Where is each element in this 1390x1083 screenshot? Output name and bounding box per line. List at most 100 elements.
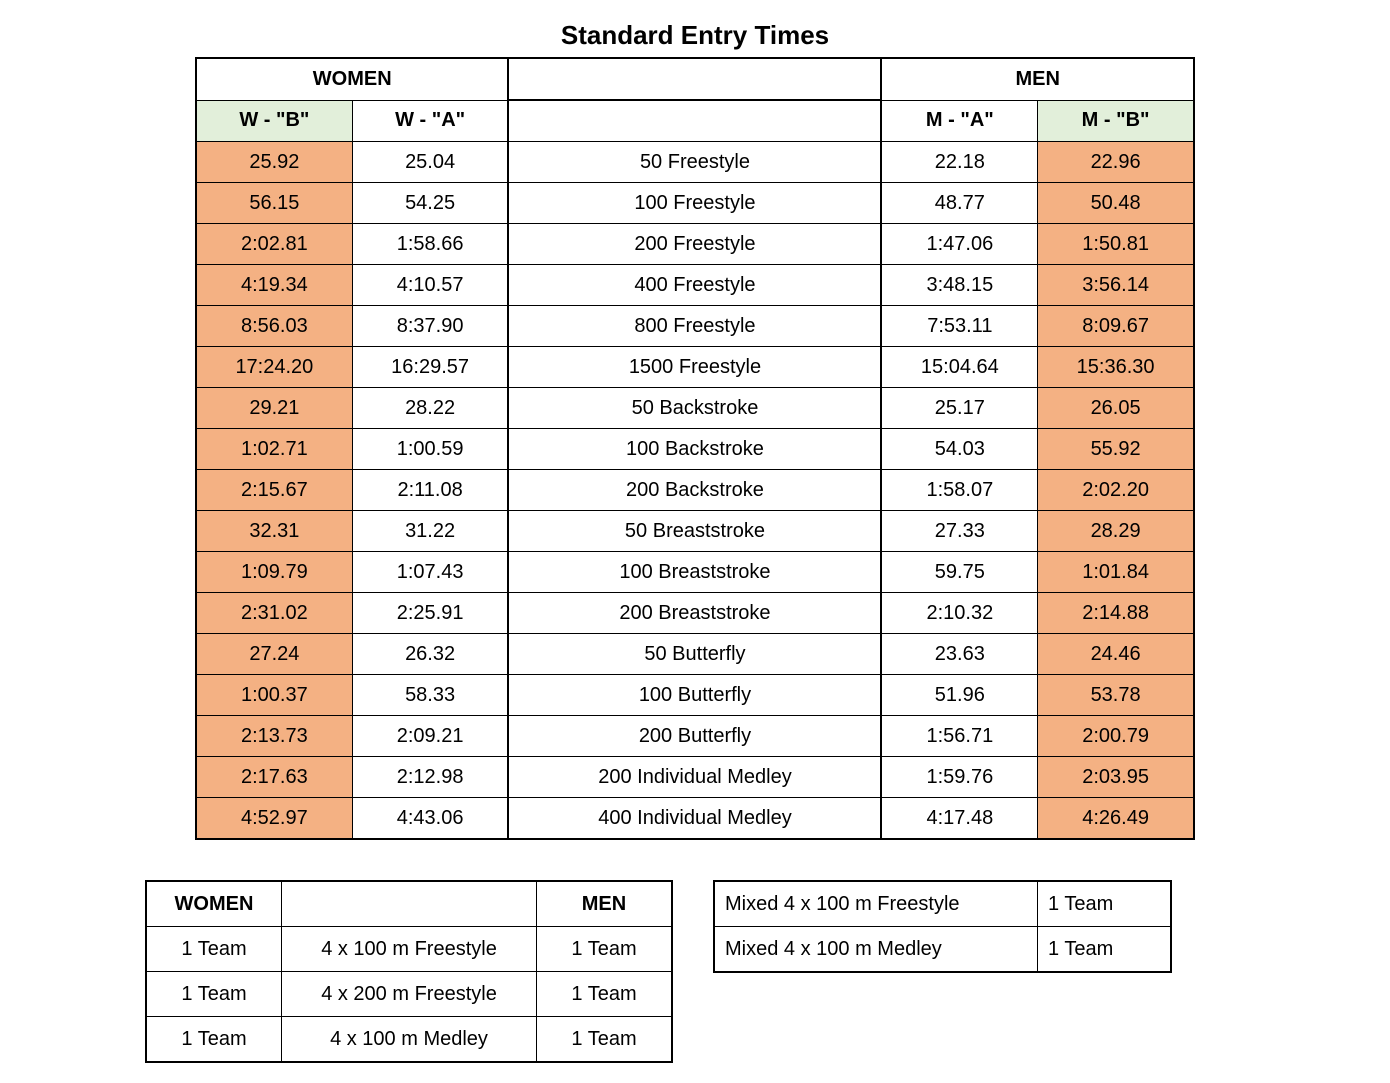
wa-cell: 58.33 — [352, 675, 508, 716]
ma-cell: 1:47.06 — [881, 224, 1037, 265]
wa-cell: 1:07.43 — [352, 552, 508, 593]
wa-cell: 1:00.59 — [352, 429, 508, 470]
wb-cell: 32.31 — [196, 511, 352, 552]
mb-cell: 22.96 — [1038, 142, 1194, 183]
ma-cell: 25.17 — [881, 388, 1037, 429]
mb-cell: 3:56.14 — [1038, 265, 1194, 306]
mixed-row: Mixed 4 x 100 m Medley1 Team — [714, 927, 1171, 973]
relay-header-women: WOMEN — [146, 881, 282, 927]
ma-cell: 54.03 — [881, 429, 1037, 470]
entry-times-table: WOMEN MEN W - "B" W - "A" M - "A" M - "B… — [195, 57, 1195, 840]
mb-cell: 1:50.81 — [1038, 224, 1194, 265]
event-cell: 100 Freestyle — [508, 183, 881, 224]
event-cell: 200 Backstroke — [508, 470, 881, 511]
header-event-blank — [508, 58, 881, 100]
ma-cell: 23.63 — [881, 634, 1037, 675]
relay-event-cell: 4 x 200 m Freestyle — [282, 972, 537, 1017]
wa-cell: 4:10.57 — [352, 265, 508, 306]
relay-men-cell: 1 Team — [537, 927, 673, 972]
wa-cell: 2:09.21 — [352, 716, 508, 757]
mb-cell: 4:26.49 — [1038, 798, 1194, 840]
header-mb: M - "B" — [1038, 100, 1194, 142]
ma-cell: 15:04.64 — [881, 347, 1037, 388]
mb-cell: 2:03.95 — [1038, 757, 1194, 798]
ma-cell: 1:56.71 — [881, 716, 1037, 757]
relay-row: 1 Team4 x 100 m Freestyle1 Team — [146, 927, 672, 972]
table-row: 1:00.3758.33100 Butterfly51.9653.78 — [196, 675, 1194, 716]
mb-cell: 2:02.20 — [1038, 470, 1194, 511]
wb-cell: 4:52.97 — [196, 798, 352, 840]
ma-cell: 59.75 — [881, 552, 1037, 593]
table-row: 8:56.038:37.90800 Freestyle7:53.118:09.6… — [196, 306, 1194, 347]
ma-cell: 22.18 — [881, 142, 1037, 183]
mixed-event-cell: Mixed 4 x 100 m Medley — [714, 927, 1038, 973]
mixed-team-cell: 1 Team — [1038, 927, 1172, 973]
header-ma: M - "A" — [881, 100, 1037, 142]
ma-cell: 4:17.48 — [881, 798, 1037, 840]
event-cell: 400 Individual Medley — [508, 798, 881, 840]
mb-cell: 24.46 — [1038, 634, 1194, 675]
wb-cell: 2:31.02 — [196, 593, 352, 634]
table-row: 56.1554.25100 Freestyle48.7750.48 — [196, 183, 1194, 224]
mb-cell: 50.48 — [1038, 183, 1194, 224]
mixed-row: Mixed 4 x 100 m Freestyle1 Team — [714, 881, 1171, 927]
wa-cell: 31.22 — [352, 511, 508, 552]
relay-table: WOMEN MEN 1 Team4 x 100 m Freestyle1 Tea… — [145, 880, 673, 1063]
table-row: 4:19.344:10.57400 Freestyle3:48.153:56.1… — [196, 265, 1194, 306]
table-row: 25.9225.0450 Freestyle22.1822.96 — [196, 142, 1194, 183]
mb-cell: 28.29 — [1038, 511, 1194, 552]
wa-cell: 26.32 — [352, 634, 508, 675]
table-row: 2:13.732:09.21200 Butterfly1:56.712:00.7… — [196, 716, 1194, 757]
table-row: 29.2128.2250 Backstroke25.1726.05 — [196, 388, 1194, 429]
table-row: 4:52.974:43.06400 Individual Medley4:17.… — [196, 798, 1194, 840]
ma-cell: 1:58.07 — [881, 470, 1037, 511]
relay-women-cell: 1 Team — [146, 927, 282, 972]
event-cell: 100 Butterfly — [508, 675, 881, 716]
event-cell: 1500 Freestyle — [508, 347, 881, 388]
ma-cell: 51.96 — [881, 675, 1037, 716]
wb-cell: 1:09.79 — [196, 552, 352, 593]
wa-cell: 25.04 — [352, 142, 508, 183]
header-event-col — [508, 100, 881, 142]
mb-cell: 1:01.84 — [1038, 552, 1194, 593]
wb-cell: 8:56.03 — [196, 306, 352, 347]
relay-row: 1 Team4 x 200 m Freestyle1 Team — [146, 972, 672, 1017]
wb-cell: 27.24 — [196, 634, 352, 675]
wa-cell: 1:58.66 — [352, 224, 508, 265]
wa-cell: 4:43.06 — [352, 798, 508, 840]
wa-cell: 2:25.91 — [352, 593, 508, 634]
wb-cell: 1:00.37 — [196, 675, 352, 716]
relay-row: 1 Team4 x 100 m Medley1 Team — [146, 1017, 672, 1063]
ma-cell: 2:10.32 — [881, 593, 1037, 634]
header-women: WOMEN — [196, 58, 508, 100]
wa-cell: 28.22 — [352, 388, 508, 429]
table-row: 17:24.2016:29.571500 Freestyle15:04.6415… — [196, 347, 1194, 388]
wb-cell: 4:19.34 — [196, 265, 352, 306]
mixed-event-cell: Mixed 4 x 100 m Freestyle — [714, 881, 1038, 927]
wb-cell: 56.15 — [196, 183, 352, 224]
mb-cell: 8:09.67 — [1038, 306, 1194, 347]
ma-cell: 27.33 — [881, 511, 1037, 552]
relay-event-cell: 4 x 100 m Freestyle — [282, 927, 537, 972]
relay-event-cell: 4 x 100 m Medley — [282, 1017, 537, 1063]
wb-cell: 2:17.63 — [196, 757, 352, 798]
wa-cell: 8:37.90 — [352, 306, 508, 347]
table-row: 1:09.791:07.43100 Breaststroke59.751:01.… — [196, 552, 1194, 593]
ma-cell: 48.77 — [881, 183, 1037, 224]
event-cell: 100 Backstroke — [508, 429, 881, 470]
header-men: MEN — [881, 58, 1194, 100]
relay-header-men: MEN — [537, 881, 673, 927]
wa-cell: 16:29.57 — [352, 347, 508, 388]
wb-cell: 25.92 — [196, 142, 352, 183]
relay-header-event-blank — [282, 881, 537, 927]
relay-men-cell: 1 Team — [537, 1017, 673, 1063]
relay-women-cell: 1 Team — [146, 972, 282, 1017]
mb-cell: 15:36.30 — [1038, 347, 1194, 388]
table-row: 1:02.711:00.59100 Backstroke54.0355.92 — [196, 429, 1194, 470]
event-cell: 800 Freestyle — [508, 306, 881, 347]
header-wa: W - "A" — [352, 100, 508, 142]
page-title: Standard Entry Times — [60, 20, 1330, 51]
ma-cell: 7:53.11 — [881, 306, 1037, 347]
wb-cell: 17:24.20 — [196, 347, 352, 388]
table-row: 27.2426.3250 Butterfly23.6324.46 — [196, 634, 1194, 675]
